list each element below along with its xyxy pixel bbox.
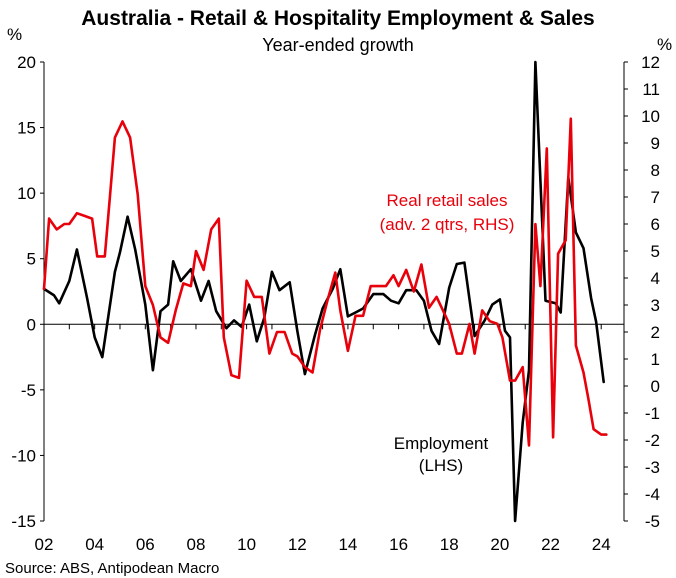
right-tick-label: 7 (651, 188, 660, 207)
x-tick-label: 22 (541, 535, 560, 554)
retail-sales-line (42, 117, 608, 447)
retail-sales-label-line-1: Real retail sales (387, 191, 508, 210)
right-tick-label: 3 (651, 296, 660, 315)
x-tick-label: 02 (35, 535, 54, 554)
right-tick-label: -4 (645, 485, 660, 504)
right-tick-label: -3 (645, 458, 660, 477)
left-tick-label: 0 (27, 315, 36, 334)
employment-label: Employment (LHS) (394, 434, 489, 475)
chart-subtitle: Year-ended growth (262, 35, 413, 55)
chart-title: Australia - Retail & Hospitality Employm… (81, 7, 594, 30)
right-tick-label: 2 (651, 323, 660, 342)
left-tick-label: 10 (17, 184, 36, 203)
right-tick-label: 8 (651, 161, 660, 180)
x-tick-label: 20 (490, 535, 509, 554)
left-tick-label: 5 (27, 250, 36, 269)
left-tick-label: -10 (11, 446, 36, 465)
x-tick-label: 10 (237, 535, 256, 554)
left-axis-unit: % (7, 25, 22, 44)
employment-label-line-2: (LHS) (419, 456, 463, 475)
right-tick-label: -2 (645, 431, 660, 450)
left-axis-ticks: 20 15 10 5 0 -5 -10 -15 (11, 53, 44, 531)
left-tick-label: -15 (11, 512, 36, 531)
right-tick-label: 9 (651, 134, 660, 153)
employment-line (42, 60, 606, 523)
x-axis-ticks: 02 04 06 08 10 12 14 16 18 20 22 24 (35, 324, 611, 554)
series-lines (42, 60, 608, 523)
right-tick-label: 4 (651, 269, 660, 288)
retail-sales-label: Real retail sales (adv. 2 qtrs, RHS) (380, 191, 515, 234)
right-tick-label: 0 (651, 377, 660, 396)
x-tick-label: 24 (592, 535, 611, 554)
right-tick-label: 5 (651, 242, 660, 261)
right-tick-label: 11 (642, 80, 660, 99)
x-tick-label: 04 (85, 535, 104, 554)
left-tick-label: 20 (17, 53, 36, 72)
x-tick-label: 06 (136, 535, 155, 554)
employment-label-line-1: Employment (394, 434, 489, 453)
right-tick-label: 10 (641, 107, 660, 126)
x-tick-label: 14 (338, 535, 357, 554)
retail-sales-label-line-2: (adv. 2 qtrs, RHS) (380, 215, 515, 234)
right-tick-label: -5 (645, 512, 660, 531)
x-tick-label: 12 (288, 535, 307, 554)
right-tick-label: 6 (651, 215, 660, 234)
right-axis-unit: % (657, 35, 672, 54)
axes (43, 62, 625, 521)
right-tick-label: -1 (645, 404, 660, 423)
left-tick-label: 15 (17, 119, 36, 138)
x-tick-label: 18 (440, 535, 459, 554)
chart-source: Source: ABS, Antipodean Macro (5, 560, 219, 577)
x-tick-label: 16 (389, 535, 408, 554)
x-tick-label: 08 (187, 535, 206, 554)
right-tick-label: 1 (651, 350, 660, 369)
left-tick-label: -5 (21, 381, 36, 400)
right-tick-label: 12 (641, 53, 660, 72)
